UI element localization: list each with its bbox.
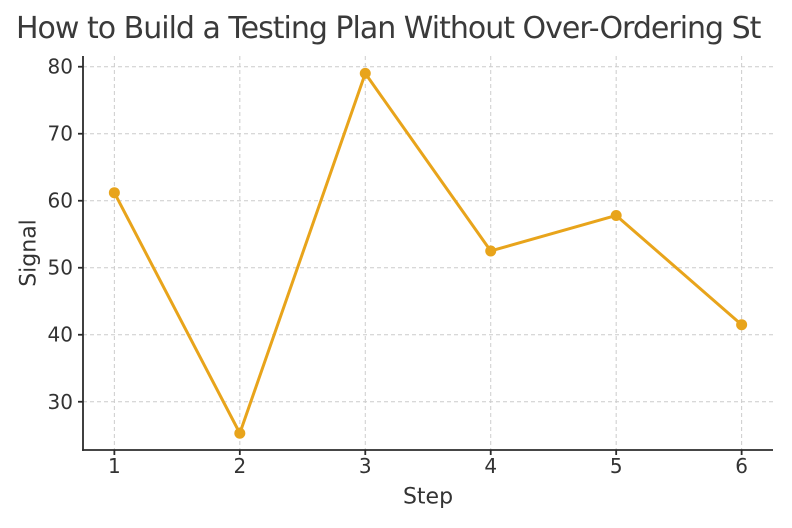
y-tick-label: 30 <box>48 390 73 414</box>
y-tick-label: 70 <box>48 122 73 146</box>
x-tick-label: 5 <box>610 454 623 478</box>
x-tick-label: 3 <box>359 454 372 478</box>
y-tick-label: 60 <box>48 189 73 213</box>
x-tick-label: 1 <box>108 454 121 478</box>
y-tick-label: 40 <box>48 323 73 347</box>
data-point <box>610 209 622 221</box>
data-point <box>359 67 371 79</box>
x-tick-label: 4 <box>484 454 497 478</box>
x-tick-label: 2 <box>233 454 246 478</box>
x-axis-label: Step <box>402 484 454 510</box>
data-point <box>234 427 246 439</box>
series-line <box>112 71 744 435</box>
data-point <box>108 187 120 199</box>
y-tick-label: 80 <box>48 55 73 79</box>
data-point <box>736 319 748 331</box>
chart-title: How to Build a Testing Plan Without Over… <box>16 11 761 46</box>
x-tick-label: 6 <box>735 454 748 478</box>
data-point <box>485 245 497 257</box>
y-tick-label: 50 <box>48 256 73 280</box>
